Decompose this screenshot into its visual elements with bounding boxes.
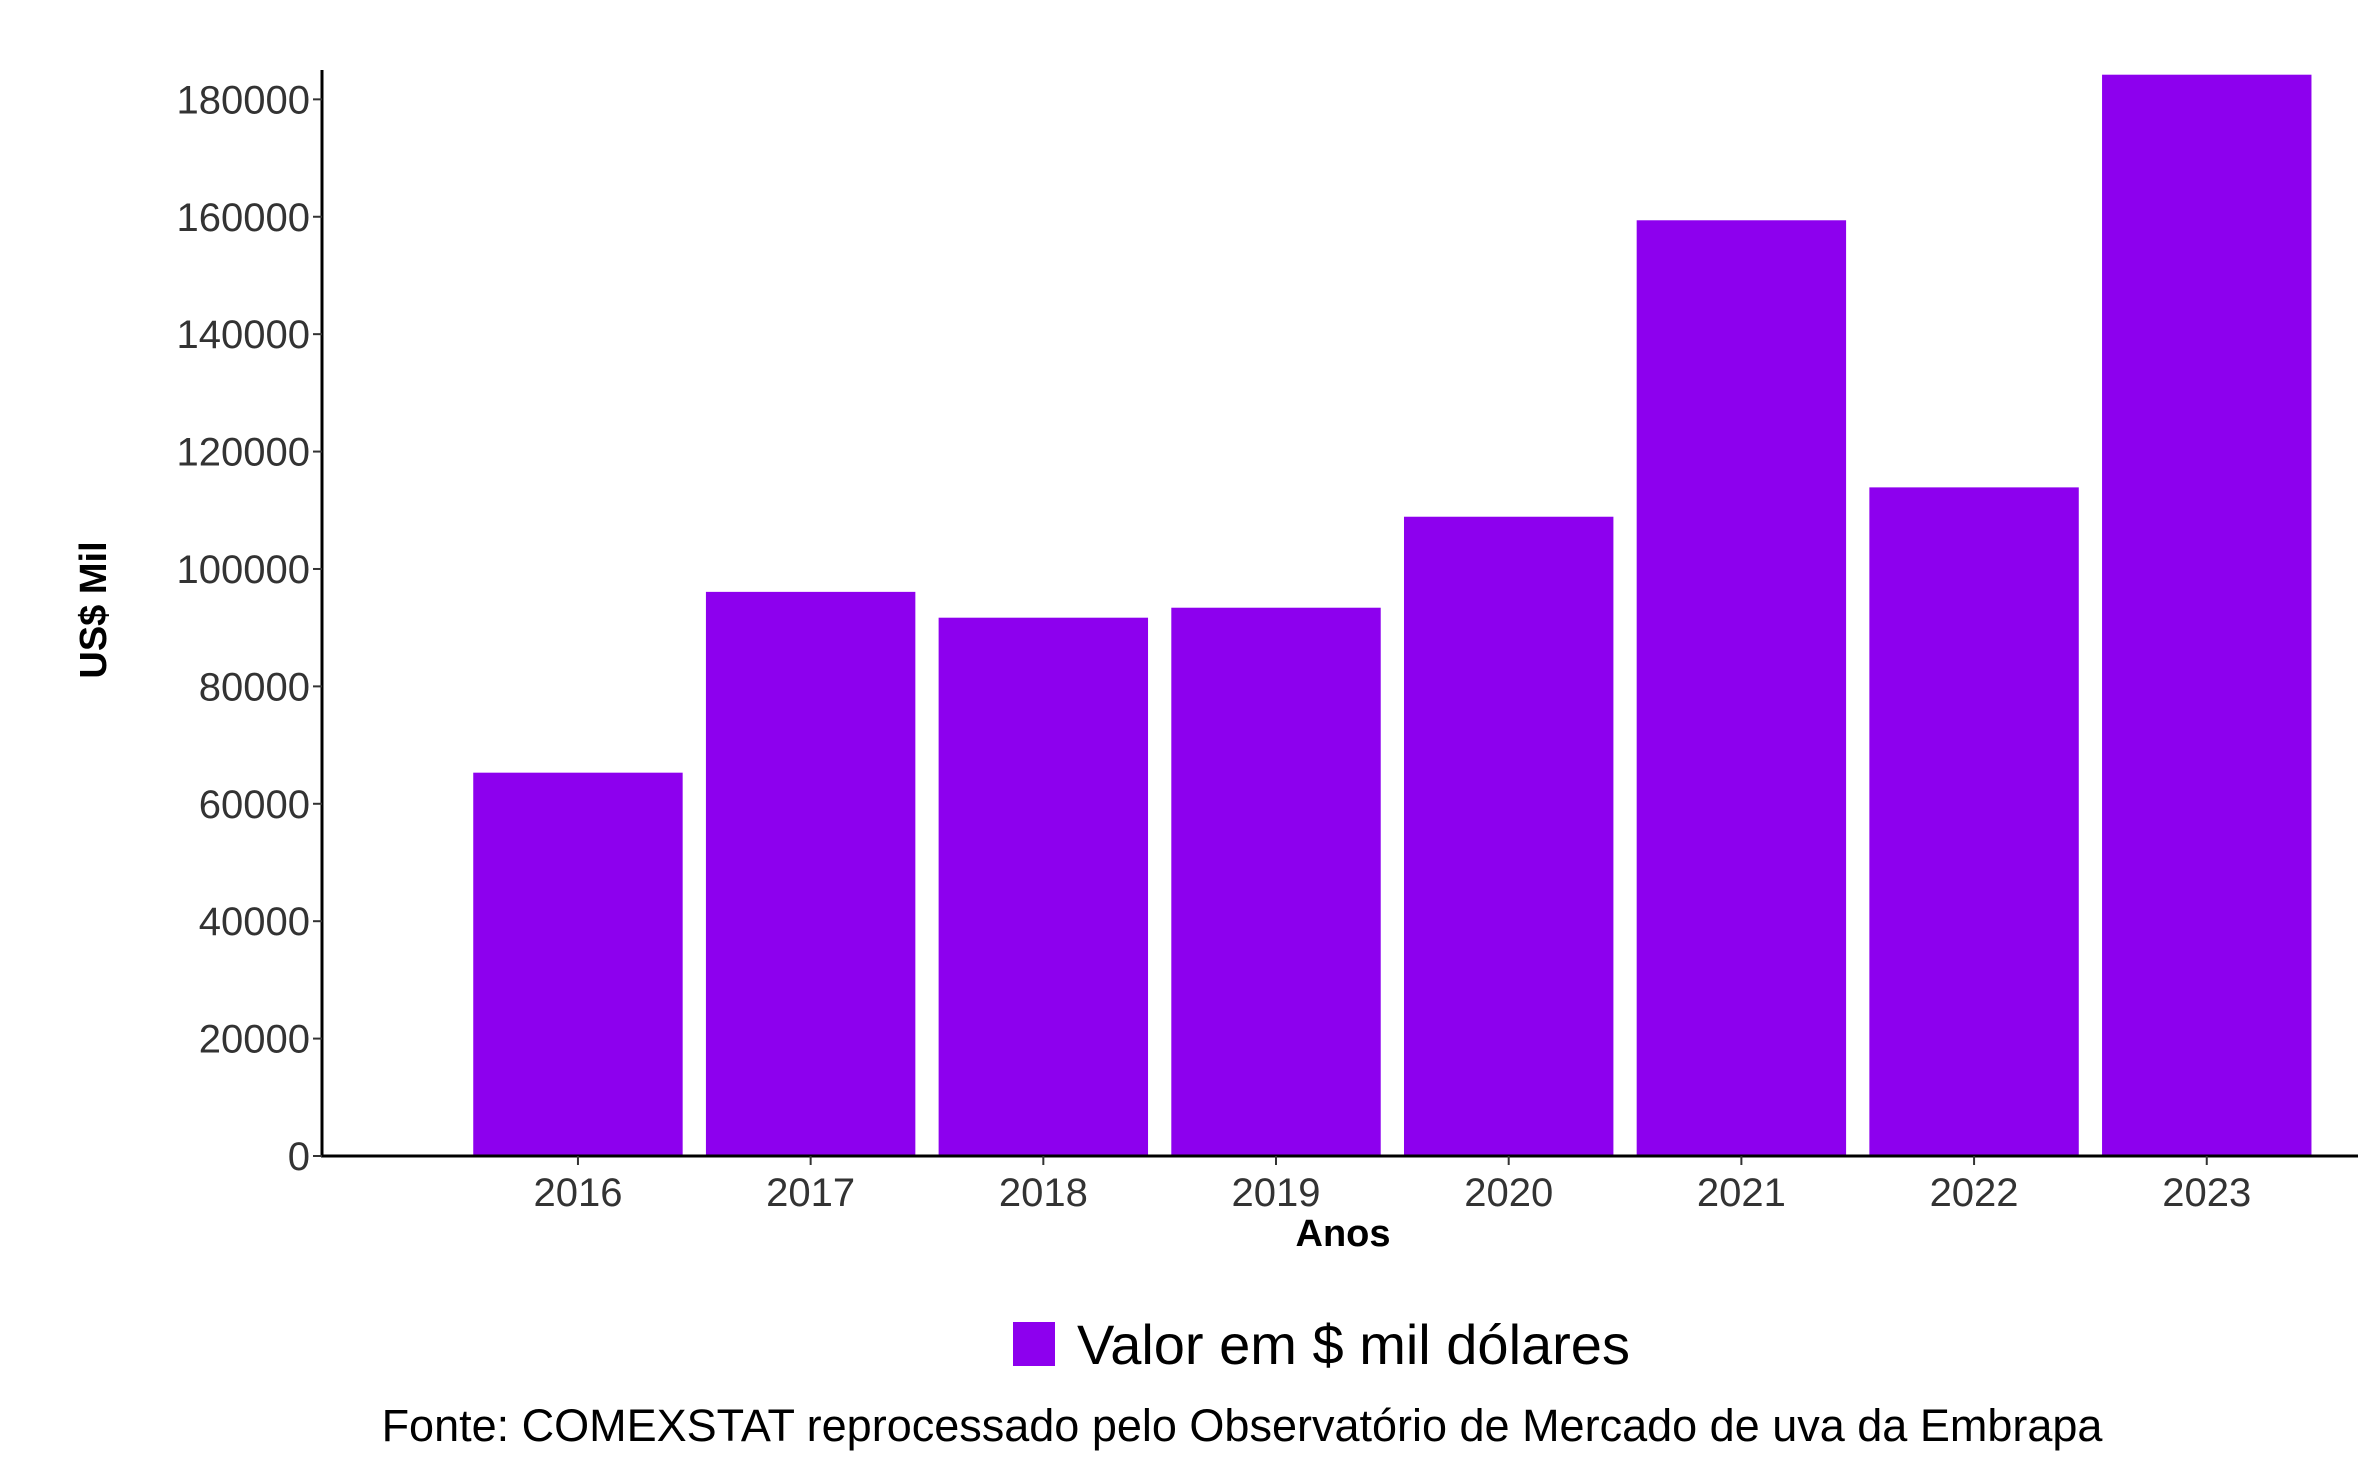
bar-2023 xyxy=(2102,74,2312,1157)
y-tick-label: 140000 xyxy=(177,313,310,357)
x-axis-ticks: 2016 2017 2018 2019 2020 2021 2022 2023 xyxy=(533,1156,2251,1215)
y-tick-label: 40000 xyxy=(199,900,310,944)
x-tick-label: 2021 xyxy=(1697,1171,1786,1215)
y-tick-label: 160000 xyxy=(177,196,310,240)
axes-layer xyxy=(320,70,2358,1158)
y-tick-label: 120000 xyxy=(177,431,310,475)
x-tick-label: 2020 xyxy=(1464,1171,1553,1215)
bar-2017 xyxy=(705,591,916,1156)
bar-2020 xyxy=(1403,516,1614,1156)
y-tick-label: 180000 xyxy=(177,78,310,122)
bars-layer xyxy=(473,74,2312,1157)
bar-2022 xyxy=(1869,487,2079,1156)
x-tick-label: 2018 xyxy=(999,1171,1088,1215)
y-axis-ticks: 0 20000 40000 60000 80000 100000 120000 140000 1… xyxy=(177,78,322,1179)
y-axis-title: US$ Mil xyxy=(73,541,115,678)
x-tick-label: 2022 xyxy=(1930,1171,2019,1215)
legend: Valor em $ mil dólares xyxy=(1013,1313,1630,1376)
x-axis-title: Anos xyxy=(1296,1213,1391,1255)
y-tick-label: 80000 xyxy=(199,665,310,709)
x-tick-label: 2016 xyxy=(533,1171,622,1215)
legend-label: Valor em $ mil dólares xyxy=(1077,1313,1630,1376)
bar-2019 xyxy=(1171,607,1381,1156)
source-caption: Fonte: COMEXSTAT reprocessado pelo Obser… xyxy=(382,1400,2104,1451)
y-tick-label: 60000 xyxy=(199,783,310,827)
bar-2018 xyxy=(938,617,1149,1156)
bar-2021 xyxy=(1636,220,1847,1156)
legend-swatch xyxy=(1013,1322,1055,1366)
y-tick-label: 0 xyxy=(288,1135,310,1179)
x-tick-label: 2017 xyxy=(766,1171,855,1215)
x-tick-label: 2019 xyxy=(1232,1171,1321,1215)
y-tick-label: 100000 xyxy=(177,548,310,592)
bar-2016 xyxy=(473,772,683,1156)
y-tick-label: 20000 xyxy=(199,1018,310,1062)
x-tick-label: 2023 xyxy=(2162,1171,2251,1215)
